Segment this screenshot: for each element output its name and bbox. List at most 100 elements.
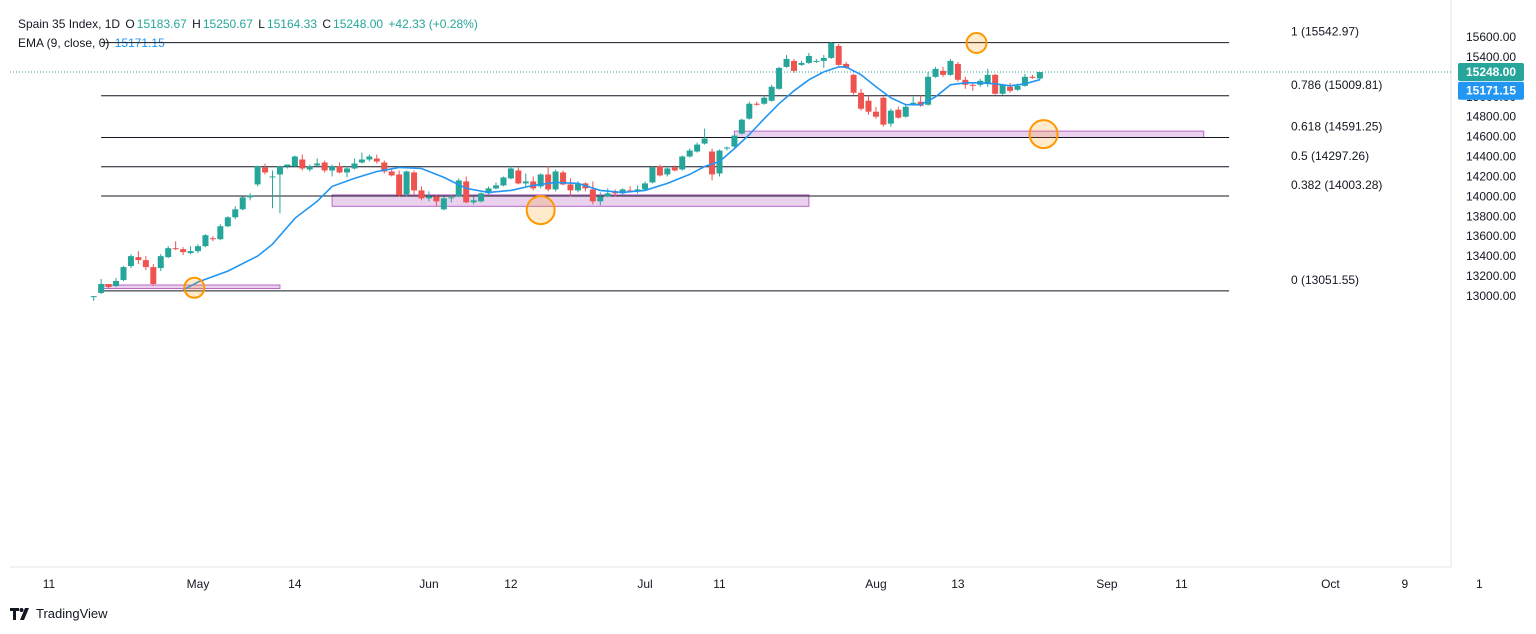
candle-body <box>381 162 388 172</box>
low-label: L <box>258 17 265 31</box>
time-tick-label: 11 <box>43 577 56 591</box>
candle-body <box>865 100 872 112</box>
candle-body <box>351 163 358 169</box>
candle-body <box>828 42 835 58</box>
candle-body <box>493 185 499 189</box>
candle-body <box>597 196 604 202</box>
candle-body <box>671 167 678 171</box>
time-tick-label: Oct <box>1321 577 1340 591</box>
candle-body <box>150 267 157 285</box>
time-tick-label: 13 <box>951 577 965 591</box>
candle-body <box>113 281 120 286</box>
candle-body <box>455 180 462 197</box>
candle-body <box>813 60 820 62</box>
price-tick-label: 14800.00 <box>1466 110 1516 124</box>
candle-body <box>1014 85 1021 90</box>
candle-body <box>262 167 269 173</box>
candle-body <box>560 172 567 185</box>
highlight-circle <box>183 276 206 299</box>
price-tick-label: 14000.00 <box>1466 189 1516 203</box>
support-zone <box>331 194 810 207</box>
candle-body <box>239 197 246 210</box>
candle-body <box>187 251 194 254</box>
candle-body <box>753 103 760 105</box>
candle-body <box>306 166 313 170</box>
candle-body <box>1036 72 1043 79</box>
candle-body <box>738 119 745 134</box>
last-price-badge: 15248.00 <box>1466 65 1516 79</box>
candle-body <box>656 166 663 176</box>
high-value: 15250.67 <box>202 17 253 31</box>
candle-body <box>127 256 134 267</box>
last-price-badge-bg <box>1458 63 1524 82</box>
candle-body <box>500 177 507 186</box>
candle-body <box>537 174 544 187</box>
price-tick-label: 14400.00 <box>1466 150 1516 164</box>
candle-body <box>463 181 470 203</box>
ema-value-badge-bg <box>1458 81 1524 100</box>
candle-body <box>910 102 917 105</box>
price-tick-label: 13800.00 <box>1466 209 1516 223</box>
candle-body <box>344 168 350 173</box>
candle-body <box>276 166 283 175</box>
candle-body <box>783 58 790 67</box>
candle-body <box>522 181 529 184</box>
candle-body <box>947 60 954 75</box>
ema-value-badge: 15171.15 <box>1466 84 1516 98</box>
candle-body <box>872 111 879 117</box>
candle-body <box>284 164 291 167</box>
candle-body <box>388 171 395 176</box>
price-tick-label: 13400.00 <box>1466 249 1516 263</box>
candle-body <box>791 60 797 71</box>
candle-body <box>887 110 894 124</box>
tradingview-logo-icon <box>10 607 29 620</box>
candle-body <box>902 106 909 117</box>
time-tick-label: Aug <box>865 577 886 591</box>
candle-body <box>627 190 634 192</box>
candle-body <box>366 156 373 160</box>
candle-body <box>612 192 619 194</box>
candle-body <box>820 57 827 61</box>
candle-body <box>224 217 231 227</box>
candle-body <box>574 183 581 191</box>
candle-body <box>567 184 574 191</box>
candle-body <box>895 109 902 118</box>
support-zone <box>733 130 1205 138</box>
price-chart[interactable]: 1 (15542.97) 0.786 (15009.81) 0.618 (14591… <box>0 0 1536 600</box>
candle-body <box>746 103 753 119</box>
highlight-circle <box>1028 119 1059 150</box>
candle-body <box>984 74 991 84</box>
high-label: H <box>192 17 201 31</box>
candle-body <box>440 198 447 210</box>
fib-level-label: 0 (13051.55) <box>1291 273 1359 287</box>
candle-body <box>478 193 485 202</box>
ema-line <box>182 66 1041 291</box>
candle-body <box>954 63 961 80</box>
price-tick-label: 13000.00 <box>1466 289 1516 303</box>
candle-body <box>254 166 261 185</box>
candle-body <box>418 190 425 199</box>
fib-level-label: 0.382 (14003.28) <box>1291 178 1382 192</box>
candle-body <box>776 67 783 89</box>
price-tick-label: 15400.00 <box>1466 50 1516 64</box>
candle-body <box>850 74 857 93</box>
candle-body <box>202 235 209 247</box>
candle-body <box>686 150 693 157</box>
candle-body <box>932 68 939 77</box>
candle-body <box>858 92 865 109</box>
time-tick-label: Jul <box>637 577 652 591</box>
candle-body <box>723 147 730 149</box>
candle-body <box>969 84 976 86</box>
candle-body <box>940 70 946 75</box>
candle-body <box>142 260 149 268</box>
time-tick-label: 9 <box>1402 577 1409 591</box>
candle-body <box>649 167 656 183</box>
candle-body <box>321 162 328 171</box>
candle-body <box>604 193 611 197</box>
tradingview-brand[interactable]: TradingView <box>10 606 108 621</box>
candle-body <box>217 226 224 240</box>
highlight-circle <box>525 195 556 226</box>
candle-body <box>485 188 492 194</box>
candle-body <box>835 45 842 65</box>
candle-body <box>731 135 738 147</box>
